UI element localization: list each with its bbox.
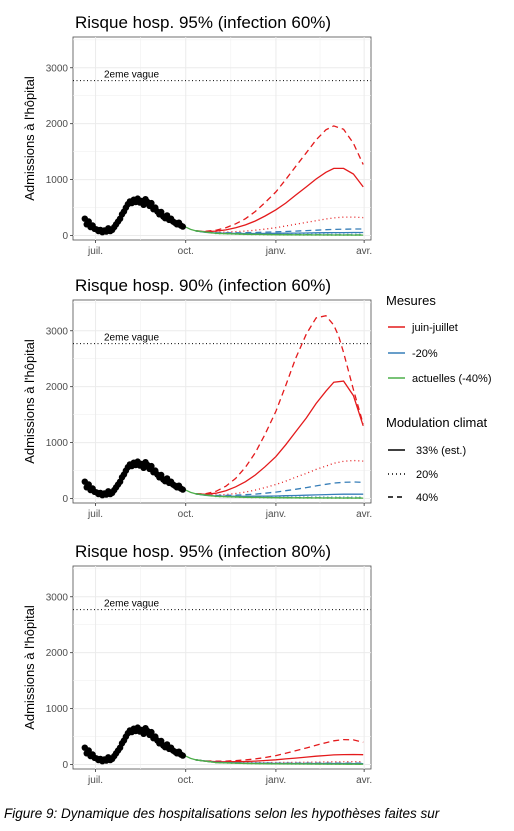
- data-point: [85, 747, 92, 754]
- legend-label: 20%: [416, 469, 438, 481]
- x-tick-label: oct.: [178, 775, 194, 786]
- series-line: [195, 228, 364, 234]
- data-point: [148, 199, 155, 207]
- figure: Risque hosp. 95% (infection 60%) 0 1000 200…: [22, 13, 491, 786]
- x-tick-label: avr.: [356, 246, 372, 257]
- data-point: [179, 223, 186, 230]
- y-tick-label: 1000: [46, 704, 69, 715]
- reference-line-label: 2eme vague: [104, 70, 159, 81]
- reference-line-label: 2eme vague: [104, 599, 159, 610]
- legend-label: 33% (est.): [416, 445, 466, 457]
- panel-title: Risque hosp. 95% (infection 80%): [75, 542, 331, 561]
- y-tick-label: 2000: [46, 382, 69, 393]
- x-tick-label: oct.: [178, 509, 194, 520]
- plot-background: [72, 36, 372, 241]
- x-tick-label: avr.: [356, 509, 372, 520]
- y-axis-title: Admissions à l'hôpital: [22, 76, 37, 201]
- data-point: [85, 218, 92, 225]
- y-tick-label: 3000: [46, 63, 69, 74]
- y-tick-label: 0: [62, 231, 68, 242]
- chart-panel-3: Risque hosp. 95% (infection 80%) 0 1000 200…: [22, 542, 372, 786]
- y-axis-title: Admissions à l'hôpital: [22, 605, 37, 730]
- y-tick-label: 0: [62, 760, 68, 771]
- y-tick-label: 3000: [46, 326, 69, 337]
- series-line: [195, 167, 364, 233]
- series-line: [195, 759, 364, 765]
- series-line: [195, 459, 364, 496]
- panel-title: Risque hosp. 90% (infection 60%): [75, 276, 331, 295]
- legend-label: 40%: [416, 492, 438, 504]
- figure-caption: Figure 9: Dynamique des hospitalisations…: [4, 806, 440, 821]
- plot-background: [72, 565, 372, 770]
- chart-panel-1: Risque hosp. 95% (infection 60%) 0 1000 200…: [22, 13, 372, 257]
- y-tick-label: 3000: [46, 592, 69, 603]
- y-tick-label: 0: [62, 494, 68, 505]
- series-line: [195, 314, 364, 495]
- chart-panel-2: Risque hosp. 90% (infection 60%) 0 1000 200…: [22, 276, 372, 520]
- x-tick-label: oct.: [178, 246, 194, 257]
- y-tick-label: 1000: [46, 438, 69, 449]
- legend-title-measures: Mesures: [386, 293, 436, 308]
- data-point: [179, 752, 186, 759]
- x-tick-label: juil.: [87, 775, 103, 786]
- series-line: [195, 493, 364, 499]
- data-point: [179, 486, 186, 493]
- data-point: [148, 728, 155, 736]
- series-line: [195, 216, 364, 233]
- series-line: [195, 738, 364, 762]
- x-tick-label: janv.: [265, 775, 286, 786]
- x-tick-label: juil.: [87, 246, 103, 257]
- y-tick-label: 1000: [46, 175, 69, 186]
- y-tick-label: 2000: [46, 119, 69, 130]
- legend: Mesures juin-juillet -20% actuelles (-40%) M…: [386, 293, 491, 504]
- y-axis-title: Admissions à l'hôpital: [22, 339, 37, 464]
- x-tick-label: janv.: [265, 246, 286, 257]
- panel-title: Risque hosp. 95% (infection 60%): [75, 13, 331, 32]
- data-point: [148, 462, 155, 470]
- legend-label: juin-juillet: [411, 322, 458, 334]
- x-tick-label: avr.: [356, 775, 372, 786]
- legend-label: actuelles (-40%): [412, 373, 491, 385]
- x-tick-label: janv.: [265, 509, 286, 520]
- legend-label: -20%: [412, 348, 438, 360]
- legend-title-climate: Modulation climat: [386, 415, 488, 430]
- y-tick-label: 2000: [46, 648, 69, 659]
- series-line: [195, 230, 364, 236]
- series-line: [195, 125, 364, 232]
- reference-line-label: 2eme vague: [104, 333, 159, 344]
- x-tick-label: juil.: [87, 509, 103, 520]
- data-point: [85, 481, 92, 488]
- series-line: [195, 481, 364, 497]
- plot-background: [72, 299, 372, 504]
- series-line: [195, 380, 364, 495]
